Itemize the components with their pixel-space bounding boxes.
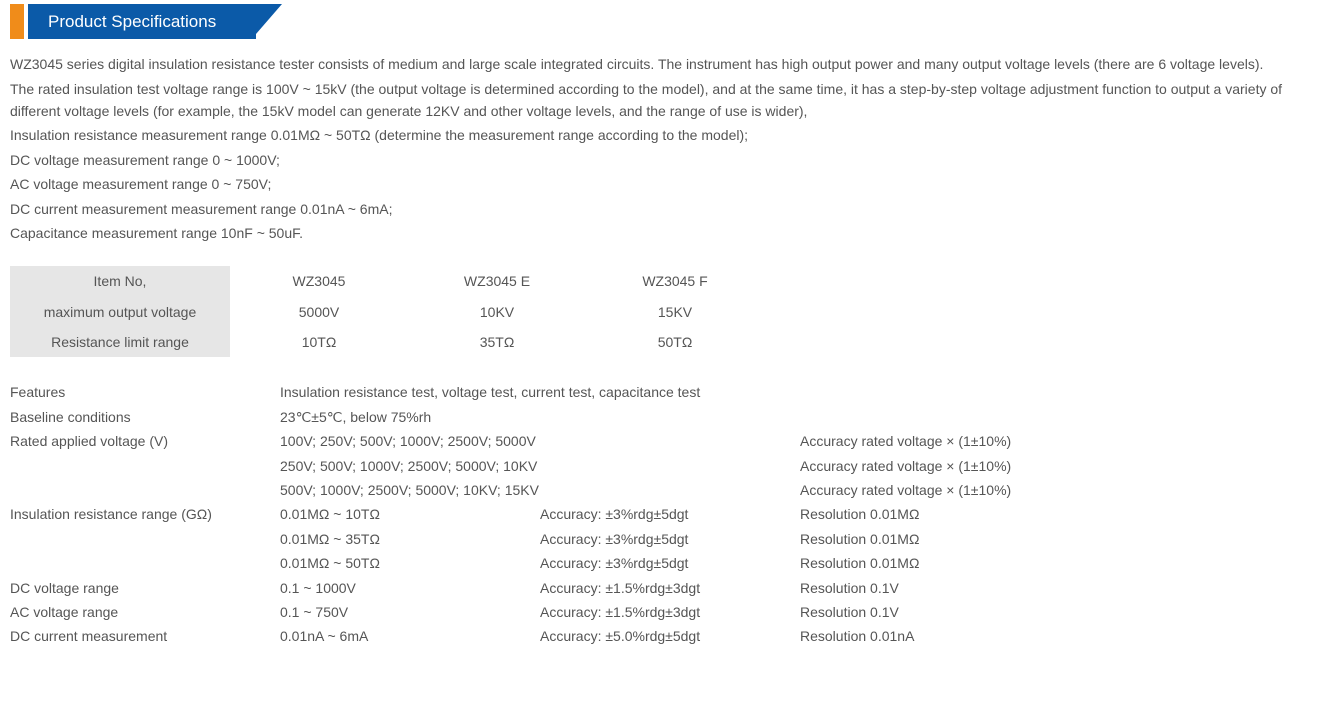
cell: 0.01MΩ ~ 50TΩ: [280, 552, 540, 574]
table-row: maximum output voltage 5000V 10KV 15KV: [10, 297, 1315, 327]
table-row: Resistance limit range 10TΩ 35TΩ 50TΩ: [10, 327, 1315, 357]
desc-line: The rated insulation test voltage range …: [10, 78, 1315, 123]
cell: Accuracy: ±3%rdg±5dgt: [540, 503, 800, 525]
table-row: DC current measurement 0.01nA ~ 6mA Accu…: [10, 625, 1315, 647]
cell: 23℃±5℃, below 75%rh: [280, 406, 431, 428]
cell: 0.01MΩ ~ 35TΩ: [280, 528, 540, 550]
cell: 10KV: [408, 297, 586, 327]
row-label: Rated applied voltage (V): [10, 430, 280, 452]
table-row: Insulation resistance range (GΩ) 0.01MΩ …: [10, 503, 1315, 525]
desc-line: Insulation resistance measurement range …: [10, 124, 1315, 146]
cell: Resolution 0.1V: [800, 577, 1100, 599]
table-row: 500V; 1000V; 2500V; 5000V; 10KV; 15KV Ac…: [10, 479, 1315, 501]
row-label: Features: [10, 381, 280, 403]
table-row: Rated applied voltage (V) 100V; 250V; 50…: [10, 430, 1315, 452]
cell: Accuracy: ±1.5%rdg±3dgt: [540, 601, 800, 623]
table-row: Features Insulation resistance test, vol…: [10, 381, 1315, 403]
cell: 5000V: [230, 297, 408, 327]
orange-accent-bar: [10, 4, 24, 39]
cell: Accuracy rated voltage × (1±10%): [800, 479, 1100, 501]
row-label: DC current measurement: [10, 625, 280, 647]
desc-line: AC voltage measurement range 0 ~ 750V;: [10, 173, 1315, 195]
cell: 500V; 1000V; 2500V; 5000V; 10KV; 15KV: [280, 479, 800, 501]
cell: Accuracy rated voltage × (1±10%): [800, 430, 1100, 452]
table-row: 0.01MΩ ~ 50TΩ Accuracy: ±3%rdg±5dgt Reso…: [10, 552, 1315, 574]
row-header: maximum output voltage: [10, 297, 230, 327]
cell: 35TΩ: [408, 327, 586, 357]
row-label: [10, 528, 280, 550]
description-block: WZ3045 series digital insulation resista…: [10, 53, 1315, 244]
desc-line: DC voltage measurement range 0 ~ 1000V;: [10, 149, 1315, 171]
cell: 0.01nA ~ 6mA: [280, 625, 540, 647]
cell: Accuracy: ±3%rdg±5dgt: [540, 552, 800, 574]
row-label: [10, 479, 280, 501]
cell: Accuracy rated voltage × (1±10%): [800, 455, 1100, 477]
table-row: 250V; 500V; 1000V; 2500V; 5000V; 10KV Ac…: [10, 455, 1315, 477]
cell: 0.01MΩ ~ 10TΩ: [280, 503, 540, 525]
desc-line: WZ3045 series digital insulation resista…: [10, 53, 1315, 75]
table-row: 0.01MΩ ~ 35TΩ Accuracy: ±3%rdg±5dgt Reso…: [10, 528, 1315, 550]
row-label: Insulation resistance range (GΩ): [10, 503, 280, 525]
cell: 250V; 500V; 1000V; 2500V; 5000V; 10KV: [280, 455, 800, 477]
models-table: Item No, WZ3045 WZ3045 E WZ3045 F maximu…: [10, 266, 1315, 357]
cell: Accuracy: ±1.5%rdg±3dgt: [540, 577, 800, 599]
row-header: Resistance limit range: [10, 327, 230, 357]
cell: 0.1 ~ 1000V: [280, 577, 540, 599]
cell: Resolution 0.1V: [800, 601, 1100, 623]
cell: 50TΩ: [586, 327, 764, 357]
row-header: Item No,: [10, 266, 230, 296]
cell: Accuracy: ±3%rdg±5dgt: [540, 528, 800, 550]
cell: 0.1 ~ 750V: [280, 601, 540, 623]
desc-line: Capacitance measurement range 10nF ~ 50u…: [10, 222, 1315, 244]
cell: 15KV: [586, 297, 764, 327]
section-header: Product Specifications: [10, 4, 1315, 39]
spec-table: Features Insulation resistance test, vol…: [10, 381, 1315, 647]
row-label: [10, 552, 280, 574]
cell: Resolution 0.01nA: [800, 625, 1100, 647]
cell: WZ3045 E: [408, 266, 586, 296]
table-row: Baseline conditions 23℃±5℃, below 75%rh: [10, 406, 1315, 428]
cell: 100V; 250V; 500V; 1000V; 2500V; 5000V: [280, 430, 800, 452]
section-title: Product Specifications: [28, 4, 256, 39]
desc-line: DC current measurement measurement range…: [10, 198, 1315, 220]
cell: Accuracy: ±5.0%rdg±5dgt: [540, 625, 800, 647]
cell: WZ3045: [230, 266, 408, 296]
cell: Insulation resistance test, voltage test…: [280, 381, 700, 403]
cell: Resolution 0.01MΩ: [800, 552, 1100, 574]
cell: Resolution 0.01MΩ: [800, 503, 1100, 525]
cell: WZ3045 F: [586, 266, 764, 296]
row-label: Baseline conditions: [10, 406, 280, 428]
table-row: DC voltage range 0.1 ~ 1000V Accuracy: ±…: [10, 577, 1315, 599]
row-label: DC voltage range: [10, 577, 280, 599]
table-row: Item No, WZ3045 WZ3045 E WZ3045 F: [10, 266, 1315, 296]
row-label: AC voltage range: [10, 601, 280, 623]
cell: Resolution 0.01MΩ: [800, 528, 1100, 550]
table-row: AC voltage range 0.1 ~ 750V Accuracy: ±1…: [10, 601, 1315, 623]
row-label: [10, 455, 280, 477]
cell: 10TΩ: [230, 327, 408, 357]
